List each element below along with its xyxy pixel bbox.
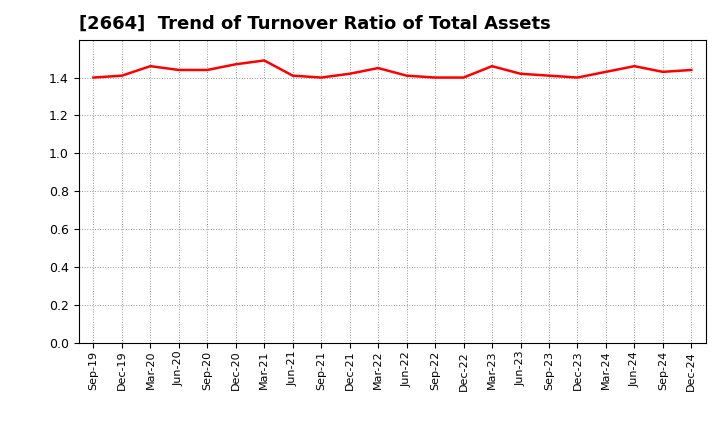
Text: [2664]  Trend of Turnover Ratio of Total Assets: [2664] Trend of Turnover Ratio of Total … — [79, 15, 551, 33]
